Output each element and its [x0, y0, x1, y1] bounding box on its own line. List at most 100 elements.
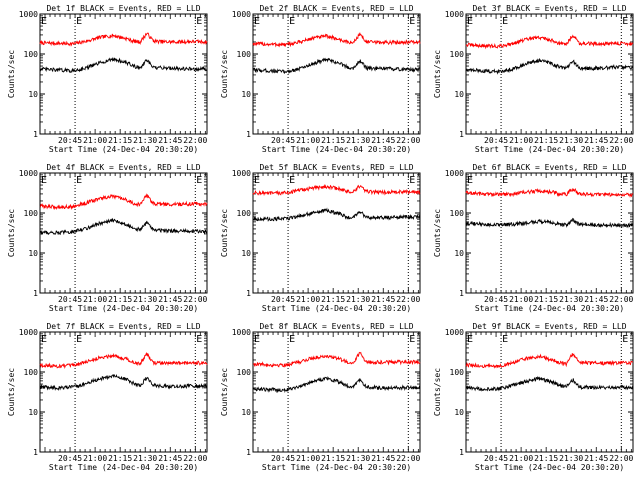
chart-title: Det 2f BLACK = Events, RED = LLD [259, 4, 413, 13]
event-marker-label: E [502, 16, 508, 27]
x-axis-label: Start Time (24-Dec-04 20:30:20) [475, 463, 624, 472]
series-events-black [252, 207, 421, 222]
x-tick-label: 22:00 [396, 136, 420, 145]
x-axis-label: Start Time (24-Dec-04 20:30:20) [475, 145, 624, 154]
x-tick-label: 21:00 [83, 136, 107, 145]
x-tick-label: 21:45 [584, 454, 608, 463]
series-events-black [39, 217, 208, 236]
y-tick-label: 100 [237, 50, 252, 59]
event-marker-label: E [76, 16, 82, 27]
chart-panel-9: Det 9f BLACK = Events, RED = LLD 1 10 100 10… [433, 322, 634, 472]
chart-title: Det 9f BLACK = Events, RED = LLD [472, 322, 626, 331]
y-axis-label: Counts/sec [220, 209, 229, 257]
x-tick-label: 21:15 [534, 136, 558, 145]
plot-frame [39, 172, 208, 294]
x-tick-label: 22:00 [183, 454, 207, 463]
series-events-black [39, 374, 208, 391]
y-tick-label: 1000 [445, 169, 464, 178]
event-marker-label-edge: E [41, 334, 47, 345]
x-tick-label: 21:00 [296, 454, 320, 463]
y-tick-label: 1000 [232, 10, 251, 19]
y-tick-label: 10 [454, 249, 464, 258]
x-tick-label: 20:45 [271, 136, 295, 145]
x-tick-label: 21:30 [133, 295, 157, 304]
chart-title: Det 7f BLACK = Events, RED = LLD [46, 322, 200, 331]
x-tick-label: 21:30 [559, 454, 583, 463]
x-tick-label: 21:00 [83, 454, 107, 463]
y-tick-label: 1000 [19, 10, 38, 19]
series-events-black [252, 57, 421, 75]
event-marker-label-edge: E [254, 175, 260, 186]
y-tick-label: 100 [450, 209, 465, 218]
y-tick-label: 10 [454, 90, 464, 99]
y-tick-label: 100 [450, 368, 465, 377]
plot-frame [465, 172, 634, 294]
y-tick-label: 10 [241, 90, 251, 99]
x-tick-label: 21:30 [346, 454, 370, 463]
x-tick-label: 20:45 [484, 295, 508, 304]
x-tick-label: 21:45 [584, 295, 608, 304]
series-lld-red [252, 32, 421, 48]
plot-frame [39, 13, 208, 135]
y-axis-label: Counts/sec [433, 50, 442, 98]
event-marker-label: E [76, 334, 82, 345]
x-tick-label: 21:15 [321, 454, 345, 463]
event-marker-label: E [409, 334, 415, 345]
x-axis-label: Start Time (24-Dec-04 20:30:20) [475, 304, 624, 313]
x-axis-label: Start Time (24-Dec-04 20:30:20) [262, 304, 411, 313]
series-lld-red [39, 193, 208, 211]
event-marker-label-edge: E [254, 334, 260, 345]
series-events-black [252, 376, 421, 394]
chart-title: Det 3f BLACK = Events, RED = LLD [472, 4, 626, 13]
chart-title: Det 5f BLACK = Events, RED = LLD [259, 163, 413, 172]
series-lld-red [39, 351, 208, 369]
x-tick-label: 21:15 [108, 295, 132, 304]
x-tick-label: 21:45 [371, 295, 395, 304]
y-tick-label: 1000 [19, 169, 38, 178]
event-marker-label: E [196, 334, 202, 345]
chart-title: Det 6f BLACK = Events, RED = LLD [472, 163, 626, 172]
y-tick-label: 1000 [232, 169, 251, 178]
plot-frame [39, 331, 208, 453]
x-tick-label: 22:00 [396, 295, 420, 304]
chart-title: Det 8f BLACK = Events, RED = LLD [259, 322, 413, 331]
x-axis-label: Start Time (24-Dec-04 20:30:20) [262, 463, 411, 472]
y-tick-label: 100 [24, 209, 39, 218]
x-tick-label: 21:00 [509, 136, 533, 145]
event-marker-label: E [196, 175, 202, 186]
y-tick-label: 1 [246, 289, 251, 298]
chart-panel-4: Det 4f BLACK = Events, RED = LLD 1 10 100 10… [7, 163, 208, 313]
event-marker-label-edge: E [41, 16, 47, 27]
event-marker-label-edge: E [467, 16, 473, 27]
chart-panel-5: Det 5f BLACK = Events, RED = LLD 1 10 100 10… [220, 163, 421, 313]
y-tick-label: 100 [24, 368, 39, 377]
chart-title: Det 4f BLACK = Events, RED = LLD [46, 163, 200, 172]
x-tick-label: 21:15 [108, 454, 132, 463]
x-tick-label: 21:15 [321, 136, 345, 145]
x-tick-label: 20:45 [58, 454, 82, 463]
x-axis-label: Start Time (24-Dec-04 20:30:20) [49, 145, 198, 154]
y-tick-label: 100 [24, 50, 39, 59]
chart-title: Det 1f BLACK = Events, RED = LLD [46, 4, 200, 13]
x-axis-label: Start Time (24-Dec-04 20:30:20) [49, 463, 198, 472]
y-tick-label: 1000 [232, 328, 251, 337]
series-lld-red [252, 183, 421, 197]
series-lld-red [252, 351, 421, 368]
series-events-black [39, 56, 208, 74]
x-tick-label: 21:45 [158, 454, 182, 463]
y-tick-label: 10 [28, 408, 38, 417]
x-tick-label: 21:15 [321, 295, 345, 304]
event-marker-label: E [622, 175, 628, 186]
x-tick-label: 22:00 [396, 454, 420, 463]
y-tick-label: 10 [28, 249, 38, 258]
event-marker-label-edge: E [254, 16, 260, 27]
x-tick-label: 21:15 [534, 295, 558, 304]
event-marker-label: E [622, 334, 628, 345]
x-tick-label: 22:00 [609, 136, 633, 145]
chart-panel-8: Det 8f BLACK = Events, RED = LLD 1 10 100 10… [220, 322, 421, 472]
event-marker-label: E [76, 175, 82, 186]
plot-frame [252, 331, 421, 453]
event-marker-label: E [409, 16, 415, 27]
x-tick-label: 20:45 [58, 136, 82, 145]
y-tick-label: 10 [454, 408, 464, 417]
